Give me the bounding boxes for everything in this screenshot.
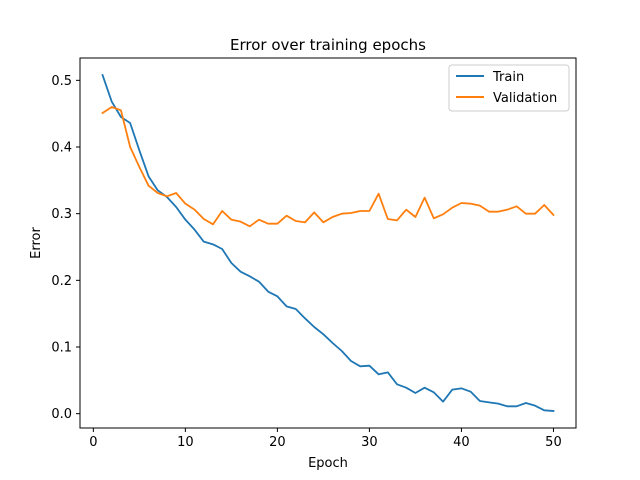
y-tick-label: 0.5: [51, 74, 72, 89]
y-tick-label: 0.3: [51, 207, 72, 222]
series-layer: [101, 73, 555, 412]
chart-title: Error over training epochs: [230, 36, 426, 54]
x-tick-label: 20: [269, 435, 286, 450]
y-tick-label: 0.2: [51, 274, 72, 289]
x-axis-label: Epoch: [308, 456, 348, 471]
legend-label-validation: Validation: [493, 91, 557, 106]
series-line-train: [101, 73, 555, 412]
y-tick-label: 0.1: [51, 341, 72, 356]
y-axis-label: Error: [29, 227, 44, 259]
plot-frame: [79, 57, 577, 429]
x-tick-label: 40: [453, 435, 470, 450]
tick-layer: 0 10 20 30 40 50 0.0 0.1 0.2 0.3 0.4 0.5: [51, 74, 561, 450]
legend: Train Validation: [448, 64, 570, 112]
series-line-validation: [101, 106, 555, 228]
x-tick-label: 10: [177, 435, 194, 450]
x-tick-label: 0: [89, 435, 97, 450]
legend-label-train: Train: [492, 70, 524, 85]
y-tick-label: 0.0: [51, 407, 72, 422]
y-tick-label: 0.4: [51, 141, 72, 156]
x-tick-label: 30: [361, 435, 378, 450]
x-tick-label: 50: [545, 435, 562, 450]
